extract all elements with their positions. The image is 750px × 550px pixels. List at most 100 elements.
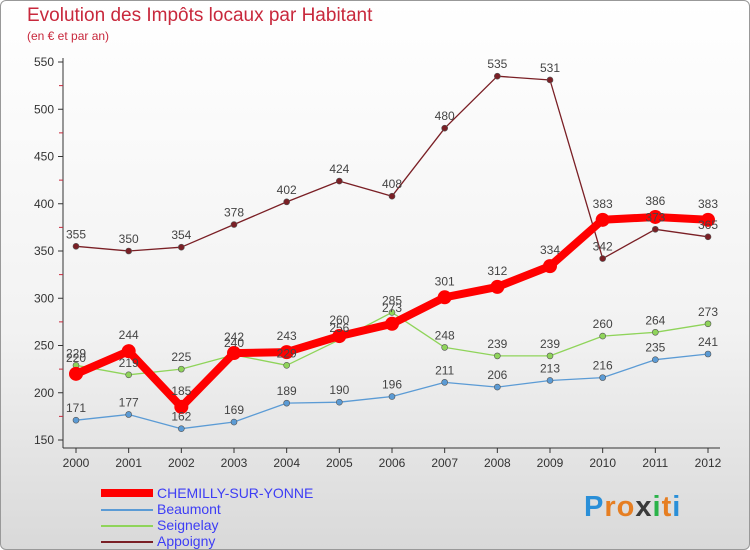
- data-label-seignelay: 240: [224, 336, 244, 350]
- data-label-seignelay: 264: [645, 313, 665, 327]
- data-point-beaumont: [546, 377, 554, 384]
- data-point-appoigny: [652, 225, 659, 233]
- y-tick-label: 350: [34, 244, 54, 258]
- logo-letter: t: [661, 491, 673, 523]
- legend-label: Seignelay: [157, 517, 219, 533]
- x-tick-label: 2008: [484, 456, 511, 470]
- data-label-seignelay: 239: [540, 337, 560, 351]
- data-point-chemilly-sur-yonne: [543, 259, 557, 274]
- data-label-beaumont: 235: [645, 341, 665, 355]
- legend-label: Beaumont: [157, 501, 221, 517]
- data-point-beaumont: [283, 399, 290, 407]
- data-point-beaumont: [125, 411, 132, 418]
- data-label-seignelay: 285: [382, 293, 402, 307]
- data-label-appoigny: 535: [487, 57, 507, 71]
- data-label-appoigny: 355: [66, 227, 86, 241]
- data-point-beaumont: [336, 398, 343, 406]
- x-tick-label: 2010: [589, 456, 616, 470]
- data-point-chemilly-sur-yonne: [227, 346, 241, 361]
- data-label-chemilly-sur-yonne: 273: [382, 301, 402, 315]
- x-tick-label: 2011: [642, 456, 668, 470]
- data-label-chemilly-sur-yonne: 312: [487, 264, 507, 278]
- data-label-appoigny: 531: [540, 61, 560, 75]
- legend-swatch: [101, 489, 153, 497]
- data-label-beaumont: 241: [698, 335, 718, 349]
- data-label-seignelay: 256: [329, 321, 349, 335]
- logo-letter: i: [652, 491, 662, 523]
- legend-swatch: [101, 509, 153, 511]
- data-point-beaumont: [494, 383, 501, 391]
- data-label-beaumont: 211: [435, 363, 454, 377]
- data-point-appoigny: [283, 198, 290, 206]
- x-tick-label: 2004: [273, 456, 300, 470]
- data-label-beaumont: 169: [224, 403, 244, 417]
- data-label-appoigny: 350: [119, 232, 139, 246]
- data-point-appoigny: [599, 255, 606, 262]
- data-point-chemilly-sur-yonne: [595, 212, 610, 227]
- data-label-appoigny: 365: [698, 218, 718, 232]
- data-label-seignelay: 229: [277, 346, 297, 360]
- data-label-beaumont: 177: [119, 395, 139, 409]
- data-label-beaumont: 206: [487, 368, 507, 382]
- data-label-chemilly-sur-yonne: 242: [224, 330, 244, 344]
- legend-label: CHEMILLY-SUR-YONNE: [157, 485, 314, 501]
- x-tick-label: 2002: [168, 456, 195, 470]
- data-label-seignelay: 273: [698, 305, 718, 319]
- data-point-beaumont: [652, 356, 659, 363]
- data-label-chemilly-sur-yonne: 383: [593, 197, 613, 211]
- logo-letter: x: [635, 491, 653, 523]
- data-point-beaumont: [178, 425, 185, 432]
- data-point-appoigny: [72, 242, 80, 250]
- x-tick-label: 2007: [431, 456, 458, 470]
- x-tick-label: 2012: [695, 456, 722, 470]
- data-label-seignelay: 260: [593, 317, 613, 331]
- data-point-chemilly-sur-yonne: [332, 329, 347, 344]
- data-point-appoigny: [441, 124, 448, 132]
- data-label-seignelay: 248: [435, 328, 455, 342]
- chart-subtitle: (en € et par an): [27, 29, 110, 43]
- logo-letter: o: [616, 491, 636, 523]
- data-label-appoigny: 342: [593, 240, 613, 254]
- data-label-chemilly-sur-yonne: 243: [277, 329, 297, 343]
- data-label-beaumont: 216: [593, 359, 613, 373]
- data-point-seignelay: [652, 328, 659, 336]
- data-label-seignelay: 225: [171, 350, 191, 364]
- data-label-chemilly-sur-yonne: 383: [698, 197, 718, 211]
- data-label-appoigny: 424: [329, 162, 349, 176]
- logo-letter: P: [584, 491, 605, 523]
- data-point-appoigny: [230, 221, 238, 228]
- data-point-seignelay: [388, 309, 396, 316]
- data-point-seignelay: [283, 362, 290, 369]
- data-point-appoigny: [336, 177, 343, 185]
- data-label-appoigny: 402: [277, 183, 297, 197]
- x-tick-label: 2000: [63, 456, 90, 470]
- data-label-chemilly-sur-yonne: 301: [435, 274, 455, 288]
- data-point-seignelay: [704, 320, 712, 328]
- data-point-appoigny: [494, 72, 501, 80]
- data-label-appoigny: 354: [171, 228, 191, 242]
- logo-letter: i: [672, 491, 682, 523]
- data-point-chemilly-sur-yonne: [174, 399, 189, 414]
- data-label-chemilly-sur-yonne: 334: [540, 243, 560, 257]
- data-label-chemilly-sur-yonne: 244: [119, 328, 139, 342]
- data-label-seignelay: 239: [487, 337, 507, 351]
- y-tick-label: 450: [34, 150, 54, 164]
- data-point-chemilly-sur-yonne: [701, 212, 715, 227]
- data-label-appoigny: 480: [435, 109, 455, 123]
- data-point-chemilly-sur-yonne: [121, 344, 136, 359]
- data-label-seignelay: 229: [66, 346, 86, 360]
- data-point-appoigny: [546, 76, 554, 84]
- data-label-chemilly-sur-yonne: 220: [66, 351, 86, 365]
- data-point-seignelay: [441, 344, 448, 351]
- data-point-appoigny: [388, 192, 396, 200]
- data-point-beaumont: [599, 374, 606, 381]
- data-point-appoigny: [704, 233, 712, 241]
- data-label-beaumont: 162: [171, 410, 191, 424]
- data-point-beaumont: [72, 416, 80, 424]
- data-point-chemilly-sur-yonne: [385, 316, 399, 331]
- y-tick-label: 150: [34, 433, 54, 447]
- data-point-appoigny: [125, 247, 132, 255]
- data-label-beaumont: 190: [329, 383, 349, 397]
- data-point-seignelay: [546, 352, 554, 360]
